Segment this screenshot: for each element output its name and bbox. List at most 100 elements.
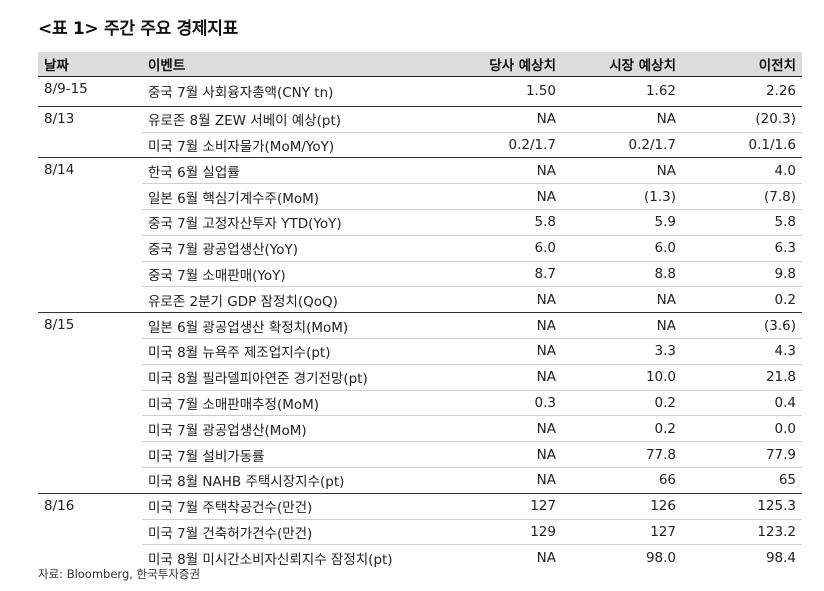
table-row: 미국 7월 설비가동률 NA 77.8 77.9 bbox=[38, 441, 802, 468]
event-cell: 일본 6월 핵심기계수주(MoM) bbox=[142, 183, 442, 210]
market-forecast-cell: (1.3) bbox=[562, 183, 682, 210]
house-forecast-cell: NA bbox=[442, 415, 562, 443]
event-cell: 미국 7월 광공업생산(MoM) bbox=[142, 415, 442, 443]
market-forecast-cell: 6.0 bbox=[562, 235, 682, 262]
table-row: 8/16 미국 7월 주택착공건수(만건) 127 126 125.3 bbox=[38, 492, 802, 571]
house-forecast-cell: NA bbox=[442, 312, 562, 339]
header-date: 날짜 bbox=[38, 52, 142, 77]
table-row: 미국 8월 미시간소비자신뢰지수 잠정치(pt) NA 98.0 98.4 bbox=[38, 545, 802, 570]
market-forecast-cell: 3.3 bbox=[562, 338, 682, 365]
market-forecast-cell: NA bbox=[562, 157, 682, 185]
event-cell: 중국 7월 광공업생산(YoY) bbox=[142, 235, 442, 262]
house-forecast-cell: NA bbox=[442, 157, 562, 185]
previous-cell: 21.8 bbox=[682, 364, 802, 391]
event-cell: 중국 7월 소매판매(YoY) bbox=[142, 261, 442, 288]
house-forecast-cell: NA bbox=[536, 472, 556, 489]
house-forecast-cell: NA bbox=[442, 105, 562, 133]
table-row: 중국 7월 고정자산투자 YTD(YoY) 5.8 5.9 5.8 bbox=[38, 209, 802, 236]
date-cell: 8/13 bbox=[38, 105, 142, 158]
house-forecast-cell: NA bbox=[536, 291, 556, 308]
date-cell: 8/9-15 bbox=[38, 76, 142, 107]
market-forecast-cell: 10.0 bbox=[562, 364, 682, 391]
market-forecast-cell: 0.2 bbox=[562, 415, 682, 443]
house-forecast-cell: NA bbox=[442, 183, 562, 210]
table-row: 미국 8월 필라델피아연준 경기전망(pt) NA 10.0 21.8 bbox=[38, 364, 802, 391]
previous-cell: 0.2 bbox=[774, 291, 796, 308]
table-row: 미국 7월 광공업생산(MoM) NA 0.2 0.0 bbox=[38, 415, 802, 443]
house-forecast-cell: 129 bbox=[442, 519, 562, 546]
event-cell: 중국 7월 사회융자총액(CNY tn) bbox=[142, 76, 442, 107]
event-cell: 미국 8월 미시간소비자신뢰지수 잠정치(pt) bbox=[148, 551, 393, 568]
previous-cell: 77.9 bbox=[682, 441, 802, 468]
event-cell: 미국 7월 설비가동률 bbox=[142, 441, 442, 468]
house-forecast-cell: 0.3 bbox=[442, 390, 562, 417]
event-cell: 미국 8월 뉴욕주 제조업지수(pt) bbox=[142, 338, 442, 365]
economic-indicators-table: 날짜 이벤트 당사 예상치 시장 예상치 이전치 8/9-15 중국 7월 사회융… bbox=[38, 52, 802, 571]
previous-cell: 98.4 bbox=[765, 549, 796, 566]
table-row: 중국 7월 광공업생산(YoY) 6.0 6.0 6.3 bbox=[38, 235, 802, 262]
house-forecast-cell: NA bbox=[442, 338, 562, 365]
table-row: 미국 7월 소비자물가(MoM/YoY) 0.2/1.7 0.2/1.7 0.1/1.… bbox=[38, 132, 802, 158]
previous-cell: 0.4 bbox=[682, 390, 802, 417]
header-market-forecast: 시장 예상치 bbox=[562, 52, 682, 77]
table-row: 미국 7월 건축허가건수(만건) 129 127 123.2 bbox=[38, 519, 802, 546]
event-cell: 유로존 2분기 GDP 잠정치(QoQ) bbox=[148, 293, 338, 310]
source-note: 자료: Bloomberg, 한국투자증권 bbox=[38, 567, 201, 581]
table-row: 일본 6월 핵심기계수주(MoM) NA (1.3) (7.8) bbox=[38, 183, 802, 210]
table-row: 유로존 2분기 GDP 잠정치(QoQ) NA NA 0.2 bbox=[38, 287, 802, 313]
table-row: 미국 8월 뉴욕주 제조업지수(pt) NA 3.3 4.3 bbox=[38, 338, 802, 365]
market-forecast-cell: 5.9 bbox=[562, 209, 682, 236]
market-forecast-cell: 66 bbox=[658, 472, 676, 489]
previous-cell: (20.3) bbox=[682, 105, 802, 133]
event-cell: 유로존 8월 ZEW 서베이 예상(pt) bbox=[142, 105, 442, 133]
house-forecast-cell: NA bbox=[536, 549, 556, 566]
house-forecast-cell: NA bbox=[442, 441, 562, 468]
market-forecast-cell: 8.8 bbox=[562, 261, 682, 288]
market-forecast-cell: NA bbox=[656, 291, 676, 308]
table-row: 미국 8월 NAHB 주택시장지수(pt) NA 66 65 bbox=[38, 467, 802, 493]
event-cell: 미국 7월 소매판매추정(MoM) bbox=[142, 390, 442, 417]
previous-cell: 4.3 bbox=[682, 338, 802, 365]
table-body: 8/9-15 중국 7월 사회융자총액(CNY tn) 1.50 1.62 2.26 8/… bbox=[38, 76, 802, 571]
date-cell: 8/16 bbox=[38, 492, 142, 571]
market-forecast-cell: 98.0 bbox=[645, 549, 676, 566]
market-forecast-cell: 126 bbox=[562, 492, 682, 520]
house-forecast-cell: 5.8 bbox=[442, 209, 562, 236]
market-forecast-cell: 77.8 bbox=[562, 441, 682, 468]
previous-cell: 2.26 bbox=[682, 76, 802, 107]
table-row: 8/9-15 중국 7월 사회융자총액(CNY tn) 1.50 1.62 2.26 bbox=[38, 76, 802, 107]
date-cell: 8/15 bbox=[38, 312, 142, 494]
house-forecast-cell: 8.7 bbox=[442, 261, 562, 288]
market-forecast-cell: 127 bbox=[562, 519, 682, 546]
previous-cell: 0.0 bbox=[682, 415, 802, 443]
event-cell: 미국 8월 NAHB 주택시장지수(pt) bbox=[148, 474, 345, 491]
event-cell: 한국 6월 실업률 bbox=[142, 157, 442, 185]
event-cell: 미국 7월 소비자물가(MoM/YoY) bbox=[148, 138, 335, 155]
previous-cell: 5.8 bbox=[682, 209, 802, 236]
event-cell: 일본 6월 광공업생산 확정치(MoM) bbox=[142, 312, 442, 339]
header-previous: 이전치 bbox=[682, 52, 802, 77]
table-header-row: 날짜 이벤트 당사 예상치 시장 예상치 이전치 bbox=[38, 52, 802, 77]
previous-cell: 65 bbox=[778, 472, 796, 489]
previous-cell: (3.6) bbox=[682, 312, 802, 339]
previous-cell: 123.2 bbox=[682, 519, 802, 546]
house-forecast-cell: 1.50 bbox=[442, 76, 562, 107]
event-cell: 미국 8월 필라델피아연준 경기전망(pt) bbox=[142, 364, 442, 391]
market-forecast-cell: 0.2 bbox=[562, 390, 682, 417]
page-title: <표 1> 주간 주요 경제지표 bbox=[38, 19, 238, 39]
house-forecast-cell: NA bbox=[442, 364, 562, 391]
header-house-forecast: 당사 예상치 bbox=[442, 52, 562, 77]
house-forecast-cell: 127 bbox=[442, 492, 562, 520]
table-row: 8/15 일본 6월 광공업생산 확정치(MoM) NA NA (3.6) bbox=[38, 312, 802, 494]
table-row: 중국 7월 소매판매(YoY) 8.7 8.8 9.8 bbox=[38, 261, 802, 288]
previous-cell: 4.0 bbox=[682, 157, 802, 185]
table-row: 8/13 유로존 8월 ZEW 서베이 예상(pt) NA NA (20.3) bbox=[38, 105, 802, 158]
previous-cell: 9.8 bbox=[682, 261, 802, 288]
date-cell: 8/14 bbox=[38, 157, 142, 313]
event-cell: 미국 7월 주택착공건수(만건) bbox=[142, 492, 442, 520]
previous-cell: (7.8) bbox=[682, 183, 802, 210]
market-forecast-cell: NA bbox=[562, 312, 682, 339]
previous-cell: 125.3 bbox=[682, 492, 802, 520]
table-row: 8/14 한국 6월 실업률 NA NA 4.0 bbox=[38, 157, 802, 313]
house-forecast-cell: 0.2/1.7 bbox=[508, 136, 557, 153]
